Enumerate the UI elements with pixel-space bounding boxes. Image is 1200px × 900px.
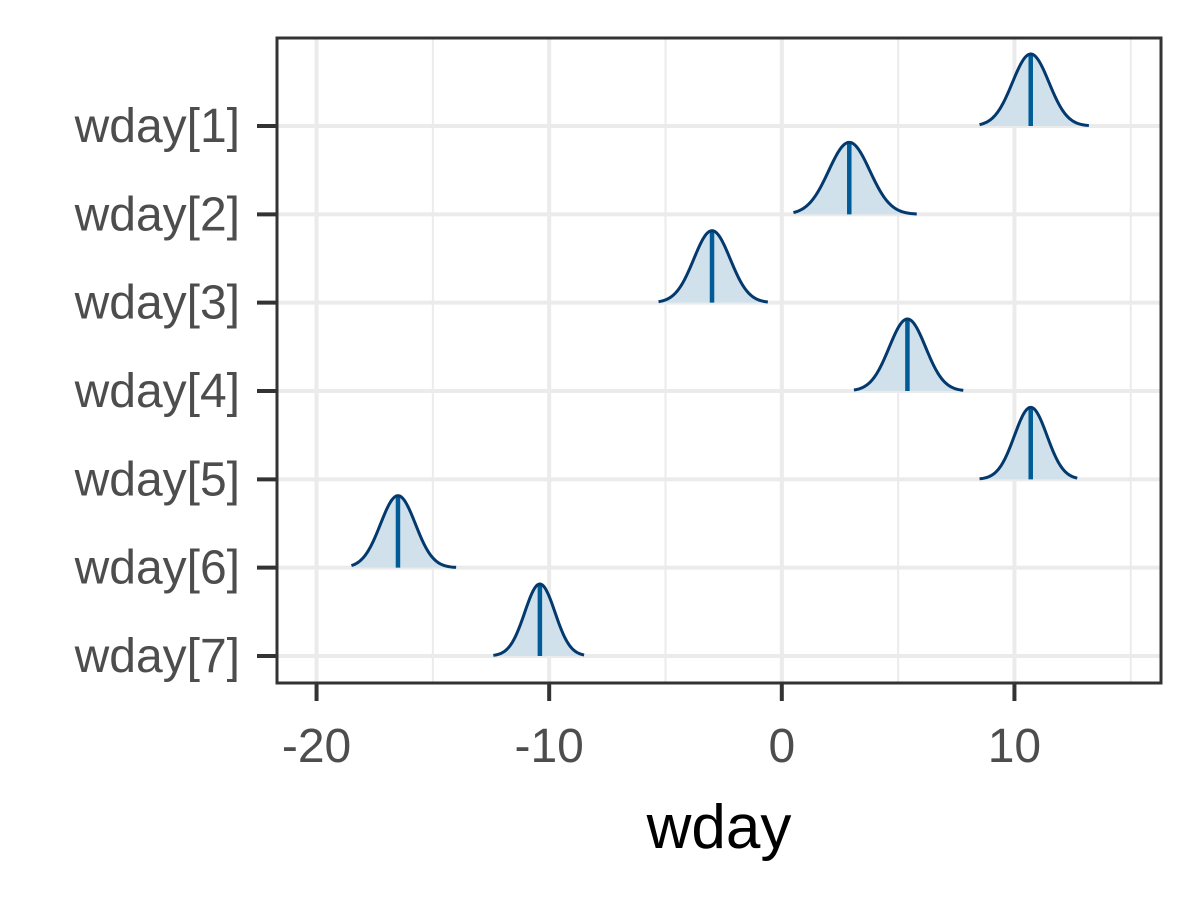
panel-border bbox=[275, 36, 1163, 685]
x-tick-label: -10 bbox=[514, 720, 583, 773]
density-outline bbox=[793, 140, 917, 216]
x-tick-label: 10 bbox=[988, 720, 1041, 773]
y-tick-label: wday[1] bbox=[74, 100, 240, 153]
density-outline bbox=[979, 52, 1090, 128]
y-tick-label: wday[3] bbox=[74, 277, 240, 330]
density-outline bbox=[853, 317, 964, 392]
x-axis-title: wday bbox=[646, 793, 792, 862]
density-ridge bbox=[492, 582, 585, 657]
x-tick-label: -20 bbox=[282, 720, 351, 773]
y-tick-label: wday[6] bbox=[74, 542, 240, 595]
grid-layer bbox=[277, 38, 1161, 683]
density-outline bbox=[492, 582, 585, 657]
density-fill bbox=[793, 142, 917, 215]
y-tick-label: wday[2] bbox=[74, 188, 240, 241]
y-tick-label: wday[7] bbox=[74, 630, 240, 683]
density-fill bbox=[979, 54, 1089, 126]
density-outline bbox=[658, 229, 769, 304]
y-tick-label: wday[4] bbox=[74, 365, 240, 418]
density-outline bbox=[350, 494, 457, 569]
density-layer bbox=[350, 52, 1090, 657]
density-ridge bbox=[658, 229, 769, 304]
density-ridge bbox=[350, 494, 457, 569]
axis-layer: wday[1] wday[2] wday[3] wday[4] wday[5] wday[… bbox=[74, 100, 1042, 773]
density-ridge bbox=[979, 52, 1090, 128]
density-ridge bbox=[793, 140, 917, 216]
density-outline bbox=[979, 405, 1078, 481]
y-tick-label: wday[5] bbox=[74, 453, 240, 506]
density-fill bbox=[351, 495, 457, 568]
density-ridge bbox=[853, 317, 964, 392]
x-tick-label: 0 bbox=[768, 720, 795, 773]
density-ridge bbox=[979, 405, 1078, 481]
